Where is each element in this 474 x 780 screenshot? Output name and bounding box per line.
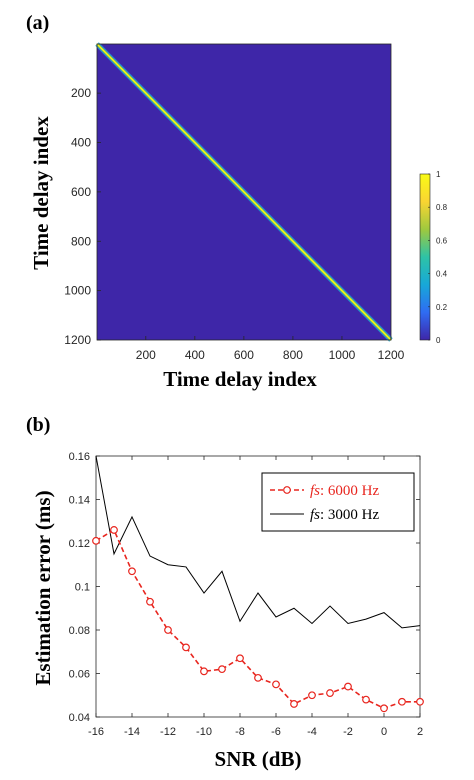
legend-item: fs: 6000 Hz <box>270 483 380 499</box>
data-point-6000hz <box>308 691 316 700</box>
data-point-6000hz <box>362 695 370 704</box>
line-x-tick-label: -10 <box>196 726 212 738</box>
legend-box <box>261 472 415 532</box>
legend-label-rest: : 3000 Hz <box>320 507 380 523</box>
heatmap-x-tick-label: 400 <box>185 348 205 362</box>
heatmap-y-tick-label: 200 <box>71 86 91 100</box>
heatmap-y-tick-label: 1000 <box>64 284 91 298</box>
line-y-tick-label: 0.14 <box>69 495 90 507</box>
line-x-tick-label: 2 <box>417 726 423 738</box>
data-point-6000hz <box>236 654 244 663</box>
heatmap-x-tick-label: 200 <box>136 348 156 362</box>
data-point-6000hz <box>416 697 424 706</box>
line-x-tick-label: -6 <box>271 726 281 738</box>
colorbar-tick-label: 0.8 <box>436 203 448 212</box>
data-point-6000hz <box>254 673 262 682</box>
line-x-tick-label: -16 <box>88 726 104 738</box>
line-x-tick-label: -2 <box>343 726 353 738</box>
series-3000hz <box>95 455 421 629</box>
colorbar-tick-label: 0.4 <box>436 270 448 279</box>
data-point-6000hz <box>146 597 154 606</box>
line-x-tick-label: -14 <box>124 726 140 738</box>
heatmap-diagonal-peak <box>96 43 392 341</box>
heatmap-colorbar: 0 0.2 0.4 0.6 0.8 1 <box>419 170 448 345</box>
line-y-tick-label: 0.1 <box>75 582 90 594</box>
legend-label-italic: fs <box>310 483 320 499</box>
line-y-tick-label: 0.06 <box>69 669 90 681</box>
heatmap-y-ticks: 200 400 600 800 1000 1200 <box>64 86 101 347</box>
legend-label: fs: 3000 Hz <box>310 507 380 523</box>
colorbar-tick-label: 0.2 <box>436 303 448 312</box>
heatmap-x-axis-label: Time delay index <box>163 367 317 391</box>
series-line-3000hz <box>95 455 421 629</box>
data-point-6000hz <box>164 626 172 634</box>
data-point-6000hz <box>290 700 298 708</box>
data-point-6000hz <box>200 667 208 676</box>
data-point-6000hz <box>344 682 352 691</box>
line-series-group <box>92 455 424 713</box>
data-point-6000hz <box>380 704 388 713</box>
line-chart: -16 -14 -12 -10 -8 -6 -4 -2 0 2 0.040.060.080.10.… <box>31 451 424 771</box>
line-x-tick-label: -4 <box>307 726 317 738</box>
data-point-6000hz <box>398 697 406 706</box>
legend-item: fs: 3000 Hz <box>270 507 380 523</box>
line-x-ticks: -16 -14 -12 -10 -8 -6 -4 -2 0 2 <box>88 456 423 738</box>
line-x-tick-label: 0 <box>381 726 387 738</box>
line-y-ticks: 0.04 0.06 0.08 0.1 0.12 0.14 0.16 <box>69 451 420 724</box>
colorbar-tick-label: 0.6 <box>436 236 448 245</box>
data-point-6000hz <box>92 536 100 545</box>
heatmap-x-tick-label: 1200 <box>378 348 405 362</box>
colorbar-tick-label: 0 <box>436 336 441 345</box>
panel-b-label: (b) <box>26 414 51 436</box>
heatmap-x-tick-label: 800 <box>283 348 303 362</box>
line-y-tick-label: 0.08 <box>69 625 90 637</box>
data-point-6000hz <box>218 665 226 674</box>
colorbar-gradient <box>419 173 431 341</box>
heatmap-y-tick-label: 1200 <box>64 333 91 347</box>
data-point-6000hz <box>326 689 334 697</box>
data-point-6000hz <box>128 567 136 576</box>
line-x-tick-label: -8 <box>235 726 245 738</box>
legend-label-italic: fs <box>310 507 320 523</box>
heatmap-x-ticks: 200 400 600 800 1000 1200 <box>136 336 405 362</box>
heatmap-plot-area <box>95 42 393 342</box>
heatmap-y-tick-label: 600 <box>71 185 91 199</box>
legend-label-rest: : 6000 Hz <box>320 483 380 499</box>
series-6000hz <box>92 526 424 713</box>
line-y-tick-label: 0.16 <box>69 451 90 463</box>
data-point-6000hz <box>182 643 190 652</box>
line-x-axis-label: SNR (dB) <box>215 747 302 771</box>
data-point-6000hz <box>272 680 280 689</box>
legend-marker-6000hz <box>283 486 291 494</box>
heatmap-chart: 200 400 600 800 1000 1200 2004006008001000120… <box>29 42 448 391</box>
colorbar-tick-label: 1 <box>436 170 441 179</box>
line-x-tick-label: -12 <box>160 726 176 738</box>
legend-label: fs: 6000 Hz <box>310 483 380 499</box>
data-point-6000hz <box>110 526 118 534</box>
heatmap-y-tick-label: 800 <box>71 234 91 248</box>
line-y-tick-label: 0.04 <box>69 712 90 724</box>
heatmap-y-tick-label: 400 <box>71 136 91 150</box>
line-y-axis-label: Estimation error (ms) <box>31 490 55 685</box>
heatmap-y-axis-label: Time delay index <box>29 116 53 270</box>
heatmap-x-tick-label: 600 <box>234 348 254 362</box>
line-y-tick-label: 0.12 <box>69 538 90 550</box>
heatmap-x-tick-label: 1000 <box>329 348 356 362</box>
panel-a-label: (a) <box>26 12 50 34</box>
